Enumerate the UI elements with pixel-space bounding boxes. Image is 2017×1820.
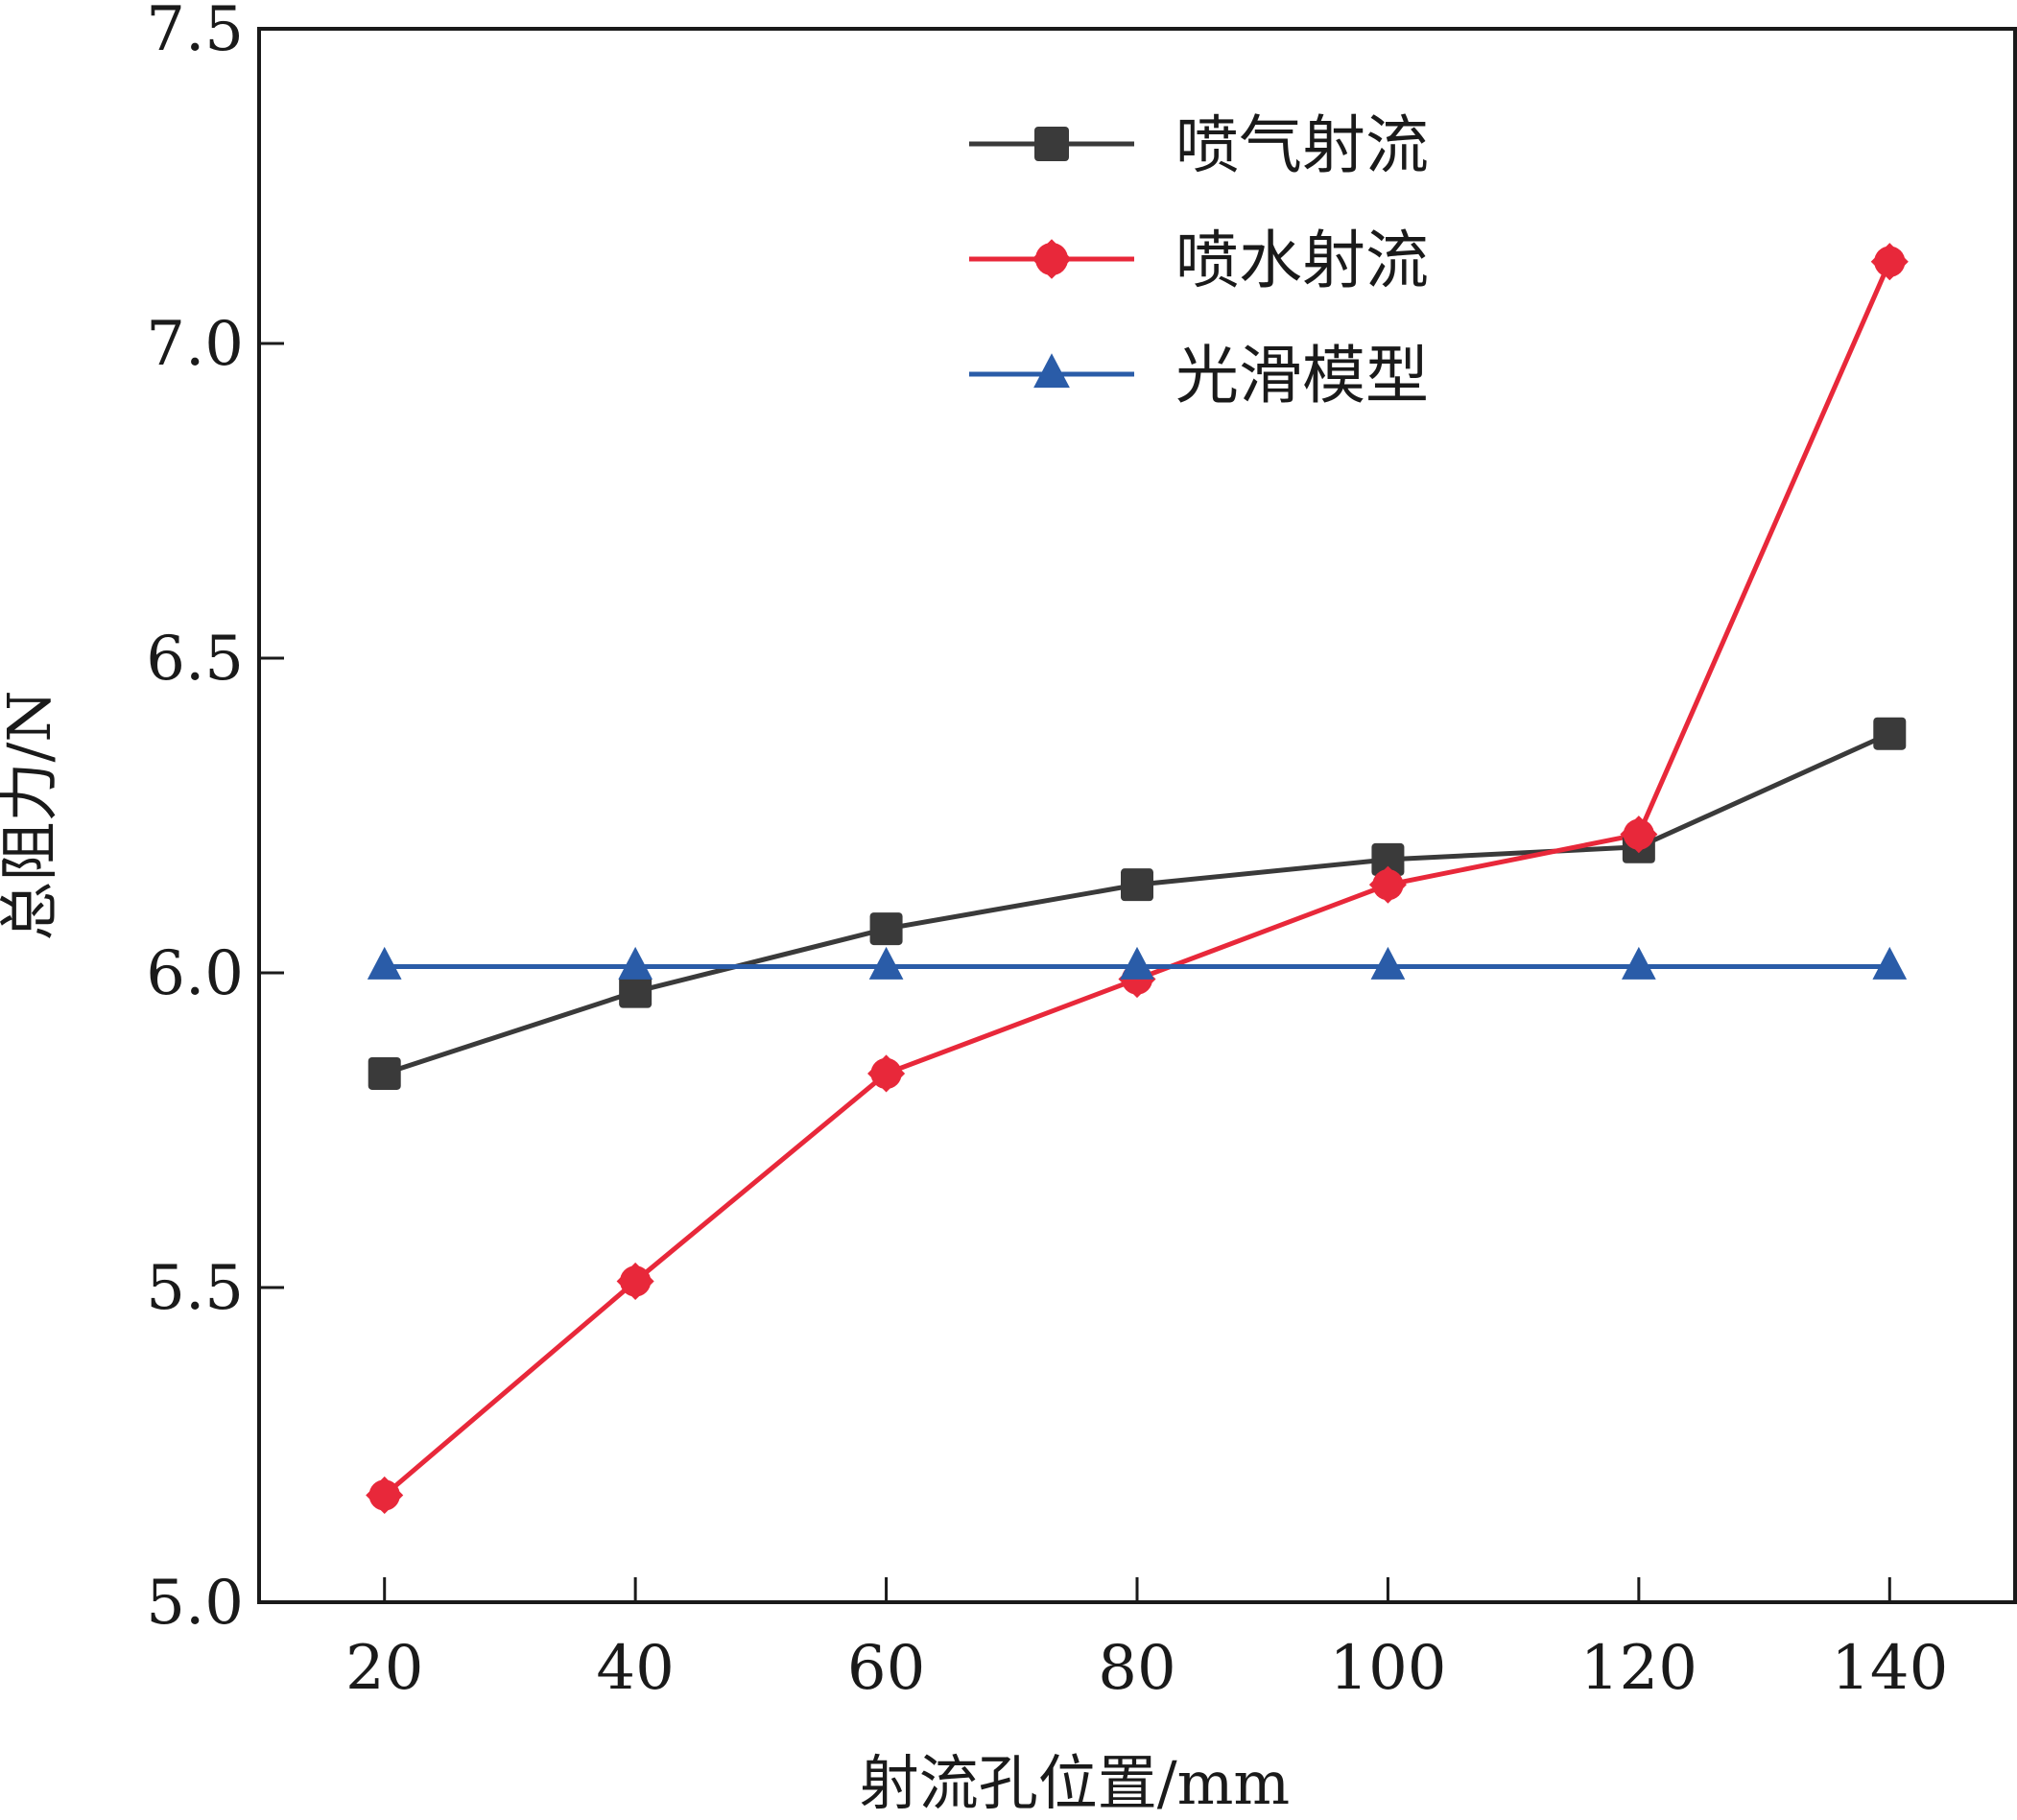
- y-tick-label: 5.0: [146, 1568, 244, 1639]
- data-point-2-5: [1622, 946, 1656, 980]
- data-point-2-6: [1872, 946, 1908, 980]
- data-point-0-2: [869, 912, 903, 946]
- y-axis-title: 总阻力/N: [0, 690, 64, 940]
- data-point-2-2: [868, 946, 904, 980]
- series-markers: [366, 243, 1909, 1515]
- data-point-1-6: [1870, 243, 1909, 281]
- x-tick-label: 120: [1580, 1633, 1697, 1704]
- x-tick-label: 80: [1098, 1633, 1175, 1704]
- series-line-0: [383, 731, 1891, 1076]
- data-point-2-1: [618, 946, 653, 980]
- legend-marker-1: [1032, 239, 1072, 279]
- data-point-0-0: [368, 1056, 401, 1090]
- legend-label-1: 喷水射流: [1175, 224, 1429, 297]
- y-tick-label: 7.0: [146, 309, 244, 380]
- y-axis: 5.0 5.5 6.0 6.5 7.0 7.5: [146, 0, 284, 1639]
- data-point-2-3: [1120, 946, 1154, 980]
- x-tick-label: 140: [1831, 1633, 1948, 1704]
- data-point-1-5: [1620, 815, 1658, 854]
- x-tick-label: 20: [345, 1633, 423, 1704]
- y-tick-label: 6.5: [146, 624, 244, 695]
- data-point-1-2: [867, 1054, 906, 1093]
- data-point-1-1: [616, 1262, 654, 1300]
- y-tick-label: 7.5: [146, 0, 244, 65]
- x-axis: 20 40 60 80 100 120 140: [345, 1577, 1948, 1704]
- data-point-0-4: [1371, 842, 1405, 876]
- data-point-1-0: [366, 1476, 404, 1515]
- legend-marker-2: [1033, 353, 1070, 389]
- plot-frame: [257, 27, 2017, 1604]
- data-point-2-4: [1370, 946, 1406, 980]
- legend-label-2: 光滑模型: [1175, 339, 1429, 413]
- legend-marker-0: [1034, 127, 1069, 161]
- x-tick-label: 60: [847, 1633, 925, 1704]
- data-point-1-4: [1368, 865, 1407, 904]
- legend-label-0: 喷气射流: [1175, 108, 1429, 182]
- data-point-0-6: [1873, 717, 1907, 750]
- x-tick-label: 40: [596, 1633, 674, 1704]
- data-point-0-1: [619, 975, 653, 1008]
- y-tick-label: 5.5: [146, 1253, 244, 1324]
- x-tick-label: 100: [1329, 1633, 1446, 1704]
- data-point-0-3: [1121, 868, 1153, 902]
- y-tick-label: 6.0: [146, 938, 244, 1009]
- x-axis-title: 射流孔位置/mm: [860, 1748, 1290, 1818]
- data-point-2-0: [367, 946, 402, 980]
